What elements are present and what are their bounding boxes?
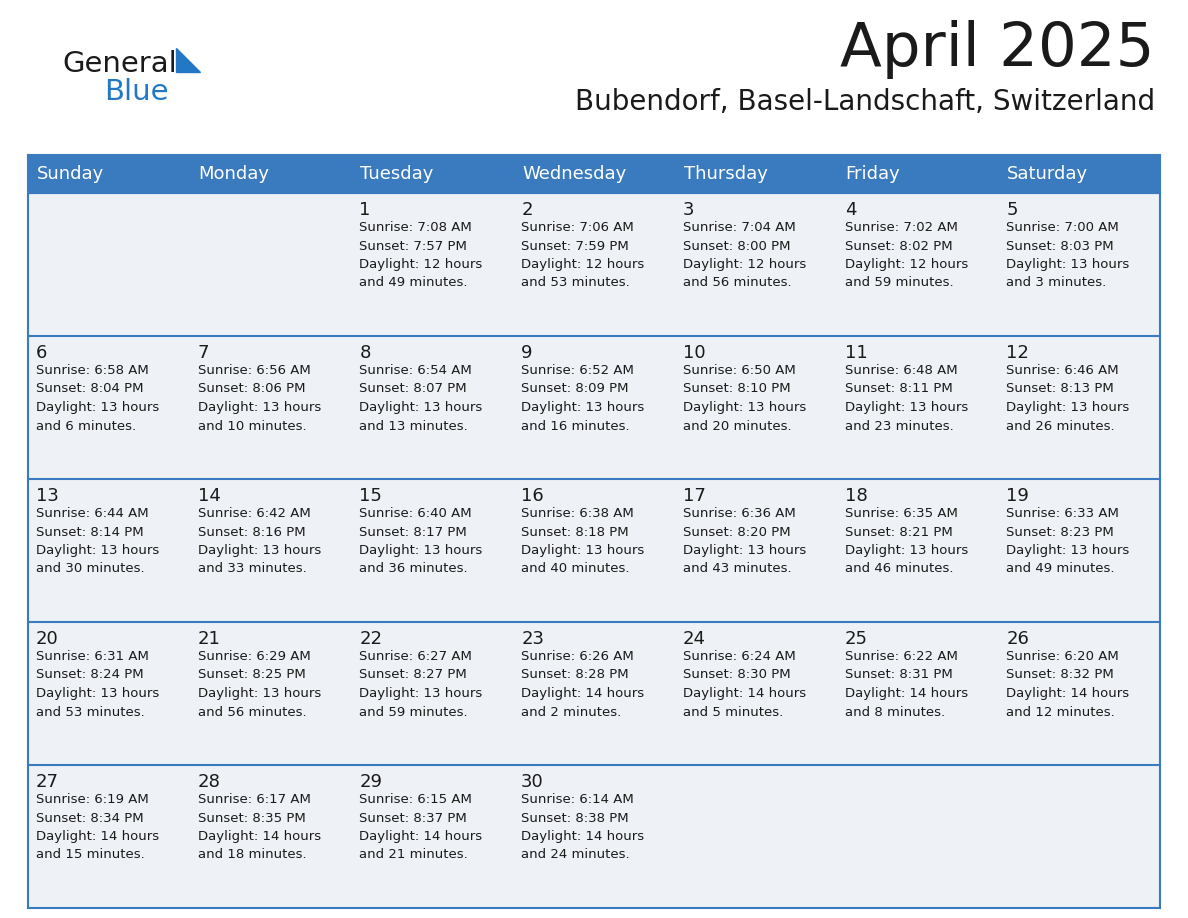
Text: Sunrise: 6:14 AM
Sunset: 8:38 PM
Daylight: 14 hours
and 24 minutes.: Sunrise: 6:14 AM Sunset: 8:38 PM Dayligh… xyxy=(522,793,644,861)
Text: Sunrise: 7:02 AM
Sunset: 8:02 PM
Daylight: 12 hours
and 59 minutes.: Sunrise: 7:02 AM Sunset: 8:02 PM Dayligh… xyxy=(845,221,968,289)
Text: Sunrise: 6:19 AM
Sunset: 8:34 PM
Daylight: 14 hours
and 15 minutes.: Sunrise: 6:19 AM Sunset: 8:34 PM Dayligh… xyxy=(36,793,159,861)
Text: 20: 20 xyxy=(36,630,58,648)
Text: 2: 2 xyxy=(522,201,532,219)
Bar xyxy=(29,336,1159,479)
Text: Sunrise: 6:27 AM
Sunset: 8:27 PM
Daylight: 13 hours
and 59 minutes.: Sunrise: 6:27 AM Sunset: 8:27 PM Dayligh… xyxy=(360,650,482,719)
Text: 13: 13 xyxy=(36,487,59,505)
Text: Friday: Friday xyxy=(846,165,901,183)
Bar xyxy=(352,155,513,193)
Text: Sunrise: 6:29 AM
Sunset: 8:25 PM
Daylight: 13 hours
and 56 minutes.: Sunrise: 6:29 AM Sunset: 8:25 PM Dayligh… xyxy=(197,650,321,719)
Text: 10: 10 xyxy=(683,344,706,362)
Text: Bubendorf, Basel-Landschaft, Switzerland: Bubendorf, Basel-Landschaft, Switzerland xyxy=(575,88,1155,116)
Text: Sunrise: 6:17 AM
Sunset: 8:35 PM
Daylight: 14 hours
and 18 minutes.: Sunrise: 6:17 AM Sunset: 8:35 PM Dayligh… xyxy=(197,793,321,861)
Text: Sunrise: 6:48 AM
Sunset: 8:11 PM
Daylight: 13 hours
and 23 minutes.: Sunrise: 6:48 AM Sunset: 8:11 PM Dayligh… xyxy=(845,364,968,432)
Text: Sunday: Sunday xyxy=(37,165,105,183)
Text: 17: 17 xyxy=(683,487,706,505)
Text: 14: 14 xyxy=(197,487,221,505)
Text: Sunrise: 6:44 AM
Sunset: 8:14 PM
Daylight: 13 hours
and 30 minutes.: Sunrise: 6:44 AM Sunset: 8:14 PM Dayligh… xyxy=(36,507,159,576)
Bar xyxy=(29,479,1159,622)
Text: Sunrise: 6:35 AM
Sunset: 8:21 PM
Daylight: 13 hours
and 46 minutes.: Sunrise: 6:35 AM Sunset: 8:21 PM Dayligh… xyxy=(845,507,968,576)
Text: 1: 1 xyxy=(360,201,371,219)
Text: Sunrise: 6:26 AM
Sunset: 8:28 PM
Daylight: 14 hours
and 2 minutes.: Sunrise: 6:26 AM Sunset: 8:28 PM Dayligh… xyxy=(522,650,644,719)
Text: Thursday: Thursday xyxy=(684,165,767,183)
Text: 6: 6 xyxy=(36,344,48,362)
Text: Wednesday: Wednesday xyxy=(523,165,626,183)
Text: 22: 22 xyxy=(360,630,383,648)
Text: 7: 7 xyxy=(197,344,209,362)
Bar xyxy=(29,155,190,193)
Bar xyxy=(29,622,1159,765)
Text: 19: 19 xyxy=(1006,487,1029,505)
Text: 29: 29 xyxy=(360,773,383,791)
Text: Sunrise: 6:36 AM
Sunset: 8:20 PM
Daylight: 13 hours
and 43 minutes.: Sunrise: 6:36 AM Sunset: 8:20 PM Dayligh… xyxy=(683,507,807,576)
Text: 16: 16 xyxy=(522,487,544,505)
Text: Sunrise: 6:52 AM
Sunset: 8:09 PM
Daylight: 13 hours
and 16 minutes.: Sunrise: 6:52 AM Sunset: 8:09 PM Dayligh… xyxy=(522,364,644,432)
Bar xyxy=(675,155,836,193)
Text: 18: 18 xyxy=(845,487,867,505)
Text: 26: 26 xyxy=(1006,630,1029,648)
Bar xyxy=(190,155,352,193)
Text: 21: 21 xyxy=(197,630,221,648)
Text: 30: 30 xyxy=(522,773,544,791)
Text: Blue: Blue xyxy=(105,78,169,106)
Text: General: General xyxy=(62,50,177,78)
Text: Sunrise: 6:24 AM
Sunset: 8:30 PM
Daylight: 14 hours
and 5 minutes.: Sunrise: 6:24 AM Sunset: 8:30 PM Dayligh… xyxy=(683,650,805,719)
Text: Sunrise: 7:00 AM
Sunset: 8:03 PM
Daylight: 13 hours
and 3 minutes.: Sunrise: 7:00 AM Sunset: 8:03 PM Dayligh… xyxy=(1006,221,1130,289)
Text: Tuesday: Tuesday xyxy=(360,165,434,183)
Bar xyxy=(29,765,1159,908)
Text: Sunrise: 7:06 AM
Sunset: 7:59 PM
Daylight: 12 hours
and 53 minutes.: Sunrise: 7:06 AM Sunset: 7:59 PM Dayligh… xyxy=(522,221,644,289)
Text: 3: 3 xyxy=(683,201,694,219)
Text: Sunrise: 6:22 AM
Sunset: 8:31 PM
Daylight: 14 hours
and 8 minutes.: Sunrise: 6:22 AM Sunset: 8:31 PM Dayligh… xyxy=(845,650,968,719)
Text: 4: 4 xyxy=(845,201,857,219)
Bar xyxy=(513,155,675,193)
Text: 24: 24 xyxy=(683,630,706,648)
Text: Monday: Monday xyxy=(198,165,270,183)
Text: Sunrise: 7:04 AM
Sunset: 8:00 PM
Daylight: 12 hours
and 56 minutes.: Sunrise: 7:04 AM Sunset: 8:00 PM Dayligh… xyxy=(683,221,807,289)
Text: Sunrise: 6:33 AM
Sunset: 8:23 PM
Daylight: 13 hours
and 49 minutes.: Sunrise: 6:33 AM Sunset: 8:23 PM Dayligh… xyxy=(1006,507,1130,576)
Bar xyxy=(998,155,1159,193)
Text: Sunrise: 6:54 AM
Sunset: 8:07 PM
Daylight: 13 hours
and 13 minutes.: Sunrise: 6:54 AM Sunset: 8:07 PM Dayligh… xyxy=(360,364,482,432)
Text: 12: 12 xyxy=(1006,344,1029,362)
Text: 15: 15 xyxy=(360,487,383,505)
Text: 23: 23 xyxy=(522,630,544,648)
Text: 5: 5 xyxy=(1006,201,1018,219)
Text: 27: 27 xyxy=(36,773,59,791)
Text: 8: 8 xyxy=(360,344,371,362)
Text: 25: 25 xyxy=(845,630,867,648)
Text: Sunrise: 6:50 AM
Sunset: 8:10 PM
Daylight: 13 hours
and 20 minutes.: Sunrise: 6:50 AM Sunset: 8:10 PM Dayligh… xyxy=(683,364,807,432)
Text: 9: 9 xyxy=(522,344,532,362)
Text: Sunrise: 6:46 AM
Sunset: 8:13 PM
Daylight: 13 hours
and 26 minutes.: Sunrise: 6:46 AM Sunset: 8:13 PM Dayligh… xyxy=(1006,364,1130,432)
Bar xyxy=(29,193,1159,336)
Text: 11: 11 xyxy=(845,344,867,362)
Text: Sunrise: 6:58 AM
Sunset: 8:04 PM
Daylight: 13 hours
and 6 minutes.: Sunrise: 6:58 AM Sunset: 8:04 PM Dayligh… xyxy=(36,364,159,432)
Text: Saturday: Saturday xyxy=(1007,165,1088,183)
Text: Sunrise: 6:31 AM
Sunset: 8:24 PM
Daylight: 13 hours
and 53 minutes.: Sunrise: 6:31 AM Sunset: 8:24 PM Dayligh… xyxy=(36,650,159,719)
Text: Sunrise: 6:15 AM
Sunset: 8:37 PM
Daylight: 14 hours
and 21 minutes.: Sunrise: 6:15 AM Sunset: 8:37 PM Dayligh… xyxy=(360,793,482,861)
Text: Sunrise: 6:42 AM
Sunset: 8:16 PM
Daylight: 13 hours
and 33 minutes.: Sunrise: 6:42 AM Sunset: 8:16 PM Dayligh… xyxy=(197,507,321,576)
Text: Sunrise: 6:38 AM
Sunset: 8:18 PM
Daylight: 13 hours
and 40 minutes.: Sunrise: 6:38 AM Sunset: 8:18 PM Dayligh… xyxy=(522,507,644,576)
Text: Sunrise: 6:56 AM
Sunset: 8:06 PM
Daylight: 13 hours
and 10 minutes.: Sunrise: 6:56 AM Sunset: 8:06 PM Dayligh… xyxy=(197,364,321,432)
Bar xyxy=(836,155,998,193)
Text: April 2025: April 2025 xyxy=(840,20,1155,79)
Text: Sunrise: 6:20 AM
Sunset: 8:32 PM
Daylight: 14 hours
and 12 minutes.: Sunrise: 6:20 AM Sunset: 8:32 PM Dayligh… xyxy=(1006,650,1130,719)
Text: 28: 28 xyxy=(197,773,221,791)
Text: Sunrise: 6:40 AM
Sunset: 8:17 PM
Daylight: 13 hours
and 36 minutes.: Sunrise: 6:40 AM Sunset: 8:17 PM Dayligh… xyxy=(360,507,482,576)
Polygon shape xyxy=(176,48,200,72)
Text: Sunrise: 7:08 AM
Sunset: 7:57 PM
Daylight: 12 hours
and 49 minutes.: Sunrise: 7:08 AM Sunset: 7:57 PM Dayligh… xyxy=(360,221,482,289)
